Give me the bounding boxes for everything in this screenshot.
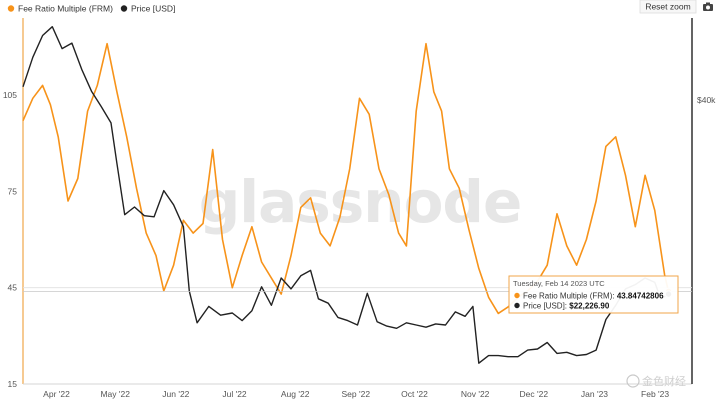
legend-price-label[interactable]: Price [USD] xyxy=(131,4,175,14)
legend-frm-label[interactable]: Fee Ratio Multiple (FRM) xyxy=(18,4,113,14)
source-badge-text: 金色财经 xyxy=(642,374,686,388)
series-line-frm xyxy=(22,42,670,315)
tooltip-frm-label: Fee Ratio Multiple (FRM): xyxy=(523,292,615,301)
tooltip-frm-value: 43.84742806 xyxy=(617,292,664,301)
x-tick-label: May '22 xyxy=(100,389,130,399)
tooltip-price-row: Price [USD]: $22,226.90 xyxy=(523,302,610,311)
y-left-tick-label: 75 xyxy=(8,186,18,196)
watermark: glassnode xyxy=(199,168,522,236)
x-tick-label: Jul '22 xyxy=(222,389,247,399)
series-line-price xyxy=(22,26,669,364)
y-left-tick-label: 15 xyxy=(8,379,18,389)
x-tick-label: Aug '22 xyxy=(281,389,310,399)
x-tick-label: Jun '22 xyxy=(162,389,189,399)
x-tick-label: Nov '22 xyxy=(461,389,490,399)
source-logo-icon xyxy=(626,374,640,388)
source-badge: 金色财经 xyxy=(626,374,686,388)
tooltip: Tuesday, Feb 14 2023 UTC Fee Ratio Multi… xyxy=(508,275,679,314)
x-tick-label: Oct '22 xyxy=(401,389,428,399)
tooltip-price-marker xyxy=(514,302,520,309)
tooltip-price-value: $22,226.90 xyxy=(569,302,610,311)
x-tick-label: Dec '22 xyxy=(520,389,549,399)
legend-frm-marker xyxy=(7,5,15,12)
camera-icon[interactable] xyxy=(703,2,713,12)
reset-zoom-button[interactable]: Reset zoom xyxy=(639,0,697,14)
tooltip-frm-row: Fee Ratio Multiple (FRM): 43.84742806 xyxy=(523,292,664,301)
y-right-tick-label: $40k xyxy=(697,95,716,105)
x-tick-label: Jan '23 xyxy=(581,389,608,399)
x-tick-label: Apr '22 xyxy=(43,389,70,399)
tooltip-date: Tuesday, Feb 14 2023 UTC xyxy=(513,279,605,288)
y-left-tick-label: 105 xyxy=(3,90,17,100)
tooltip-frm-marker xyxy=(514,292,520,299)
y-axis-right: $40k xyxy=(697,95,716,105)
legend-price-marker xyxy=(120,5,128,12)
x-tick-label: Feb '23 xyxy=(641,389,669,399)
reset-zoom-label[interactable]: Reset zoom xyxy=(645,2,690,12)
y-left-tick-label: 45 xyxy=(8,283,18,293)
x-tick-label: Sep '22 xyxy=(342,389,371,399)
x-axis: Apr '22 May '22 Jun '22 Jul '22 Aug '22 Sep '… xyxy=(43,389,669,399)
y-axis-left: 15 45 75 105 xyxy=(3,90,692,389)
legend: Fee Ratio Multiple (FRM) Price [USD] xyxy=(7,4,175,14)
tooltip-price-label: Price [USD]: xyxy=(523,302,567,311)
